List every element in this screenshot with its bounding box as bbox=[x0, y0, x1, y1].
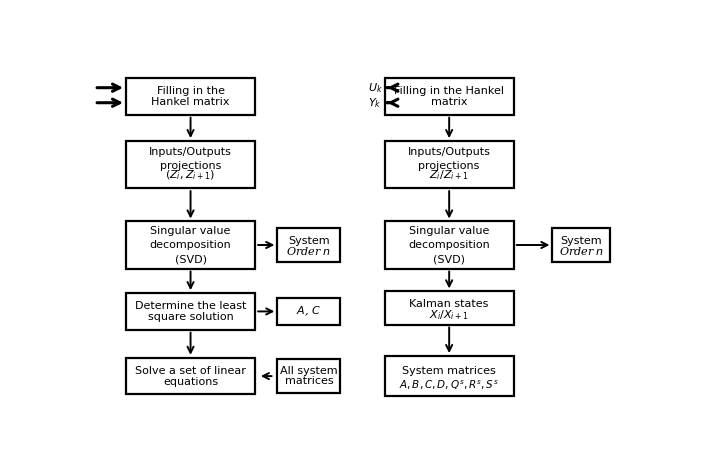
Bar bbox=[126, 222, 255, 269]
Text: $X_i / X_{i+1}$: $X_i / X_{i+1}$ bbox=[430, 308, 469, 322]
Text: Inputs/Outputs: Inputs/Outputs bbox=[149, 148, 232, 158]
Bar bbox=[126, 141, 255, 188]
Text: System matrices: System matrices bbox=[403, 366, 496, 376]
Bar bbox=[277, 360, 341, 393]
Text: System: System bbox=[288, 236, 329, 246]
Text: All system: All system bbox=[280, 366, 338, 376]
Text: Filling in the Hankel: Filling in the Hankel bbox=[394, 86, 504, 96]
Text: decomposition: decomposition bbox=[408, 240, 490, 250]
Text: Singular value: Singular value bbox=[151, 226, 231, 236]
Bar bbox=[126, 293, 255, 330]
Bar bbox=[277, 298, 341, 325]
Bar bbox=[126, 78, 255, 115]
Text: Hankel matrix: Hankel matrix bbox=[151, 97, 230, 107]
Text: Order $n$: Order $n$ bbox=[559, 245, 604, 257]
Text: matrix: matrix bbox=[431, 97, 467, 107]
Text: Kalman states: Kalman states bbox=[410, 299, 489, 309]
Text: $U_k$: $U_k$ bbox=[368, 81, 383, 94]
Text: $A, B, C, D, Q^s, R^s, S^s$: $A, B, C, D, Q^s, R^s, S^s$ bbox=[399, 378, 499, 392]
Text: System: System bbox=[560, 236, 602, 246]
Text: projections: projections bbox=[418, 161, 480, 171]
Text: $Y_k$: $Y_k$ bbox=[368, 96, 382, 109]
Text: matrices: matrices bbox=[285, 376, 333, 386]
Bar bbox=[552, 228, 610, 262]
Text: Order $n$: Order $n$ bbox=[286, 245, 332, 257]
Bar bbox=[126, 358, 255, 395]
Bar bbox=[385, 356, 514, 396]
Bar bbox=[385, 78, 514, 115]
Text: square solution: square solution bbox=[148, 312, 234, 322]
Bar bbox=[385, 291, 514, 325]
Bar bbox=[385, 222, 514, 269]
Text: Singular value: Singular value bbox=[409, 226, 489, 236]
Text: equations: equations bbox=[163, 377, 218, 387]
Text: projections: projections bbox=[160, 161, 222, 171]
Text: (SVD): (SVD) bbox=[433, 254, 465, 264]
Text: $Z_i/Z_{i+1}$: $Z_i/Z_{i+1}$ bbox=[430, 168, 469, 182]
Bar bbox=[385, 141, 514, 188]
Text: Inputs/Outputs: Inputs/Outputs bbox=[408, 148, 491, 158]
Text: Filling in the: Filling in the bbox=[156, 86, 224, 96]
Text: (SVD): (SVD) bbox=[175, 254, 207, 264]
Text: Determine the least: Determine the least bbox=[135, 301, 246, 311]
Text: $A$, $C$: $A$, $C$ bbox=[296, 305, 322, 318]
Text: decomposition: decomposition bbox=[150, 240, 231, 250]
Bar bbox=[277, 228, 341, 262]
Text: Solve a set of linear: Solve a set of linear bbox=[135, 365, 246, 375]
Text: $(Z_i, Z_{i+1})$: $(Z_i, Z_{i+1})$ bbox=[165, 168, 216, 182]
